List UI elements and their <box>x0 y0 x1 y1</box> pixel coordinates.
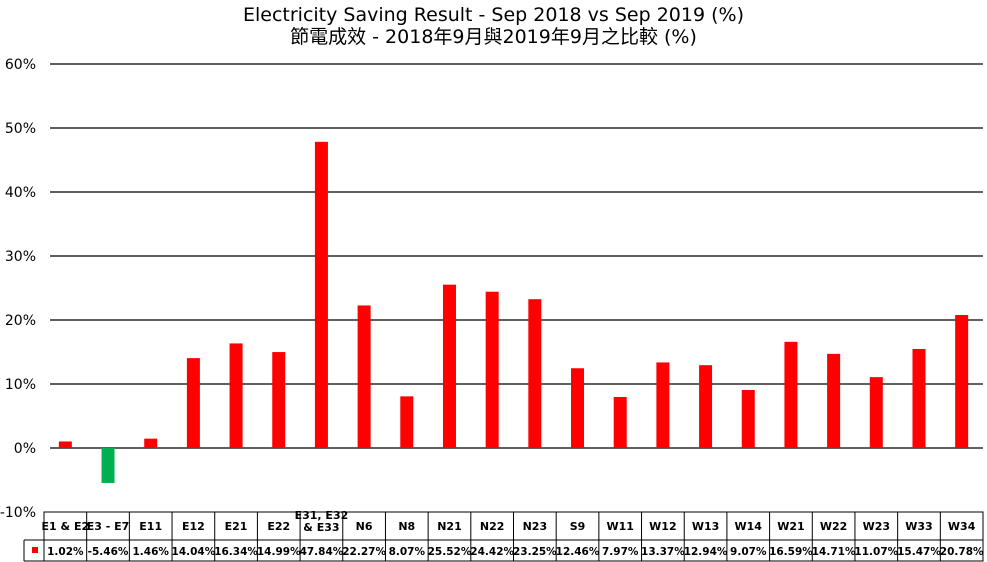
category-label: E3 - E7 <box>87 520 130 533</box>
value-label: 23.25% <box>513 546 557 558</box>
value-label: 16.59% <box>769 546 813 558</box>
y-tick-label: 40% <box>5 185 36 201</box>
value-label: 9.07% <box>730 546 767 558</box>
category-label: W23 <box>863 520 890 533</box>
category-label: W11 <box>606 520 633 533</box>
bar <box>827 353 841 448</box>
value-label: 22.27% <box>342 546 386 558</box>
value-label: 1.02% <box>47 546 84 558</box>
category-label: N23 <box>523 520 548 533</box>
bar <box>528 299 542 448</box>
bar <box>741 389 755 448</box>
category-label: S9 <box>570 520 586 533</box>
value-label: 24.42% <box>470 546 514 558</box>
bar <box>186 358 200 448</box>
y-tick-label: 30% <box>5 249 36 265</box>
category-label: E31, E32 & E33 <box>295 509 349 534</box>
bar <box>955 315 969 448</box>
bar <box>613 396 627 448</box>
bar <box>357 305 371 448</box>
category-label: E22 <box>267 520 290 533</box>
category-label: N21 <box>437 520 462 533</box>
value-label: 11.07% <box>854 546 898 558</box>
y-tick-label: -10% <box>0 505 36 521</box>
y-tick-label: 10% <box>5 377 36 393</box>
bar <box>571 368 585 448</box>
category-label: W22 <box>820 520 847 533</box>
bar <box>442 284 456 448</box>
category-label: N22 <box>480 520 505 533</box>
category-label: W13 <box>692 520 719 533</box>
y-tick-label: 20% <box>5 313 36 329</box>
category-label: N8 <box>398 520 415 533</box>
value-label: 25.52% <box>428 546 472 558</box>
value-label: 16.34% <box>214 546 258 558</box>
chart-subtitle: 節電成效 - 2018年9月與2019年9月之比較 (%) <box>290 26 697 48</box>
value-label: 14.04% <box>172 546 216 558</box>
value-label: 13.37% <box>641 546 685 558</box>
value-label: 47.84% <box>300 546 344 558</box>
category-label: N6 <box>356 520 373 533</box>
bar <box>58 441 72 448</box>
chart-title: Electricity Saving Result - Sep 2018 vs … <box>243 4 744 26</box>
bar <box>869 377 883 448</box>
value-label: 12.94% <box>684 546 728 558</box>
bar <box>101 448 115 483</box>
category-label: W33 <box>905 520 932 533</box>
bar <box>229 343 243 448</box>
legend-key <box>32 547 38 553</box>
value-label: 14.99% <box>257 546 301 558</box>
category-label: W21 <box>777 520 804 533</box>
category-label: E1 & E2 <box>42 520 90 533</box>
value-label: 1.46% <box>132 546 169 558</box>
bar <box>912 348 926 448</box>
category-label: W12 <box>649 520 676 533</box>
value-label: 14.71% <box>812 546 856 558</box>
value-label: 15.47% <box>897 546 941 558</box>
value-label: -5.46% <box>88 546 129 558</box>
bar <box>656 362 670 448</box>
category-label: E11 <box>139 520 162 533</box>
bar <box>272 352 286 448</box>
bar <box>314 141 328 448</box>
y-tick-label: 0% <box>14 441 36 457</box>
bar <box>784 341 798 448</box>
value-label: 12.46% <box>556 546 600 558</box>
bar <box>400 396 414 448</box>
category-label: W14 <box>735 520 763 533</box>
value-label: 7.97% <box>602 546 639 558</box>
category-label: E21 <box>225 520 248 533</box>
category-label: W34 <box>948 520 976 533</box>
bar <box>485 291 499 448</box>
category-label: E12 <box>182 520 205 533</box>
bar <box>699 365 713 448</box>
value-label: 8.07% <box>389 546 426 558</box>
value-label: 20.78% <box>940 546 984 558</box>
y-tick-label: 60% <box>5 57 36 73</box>
bar <box>144 438 158 448</box>
y-tick-label: 50% <box>5 121 36 137</box>
